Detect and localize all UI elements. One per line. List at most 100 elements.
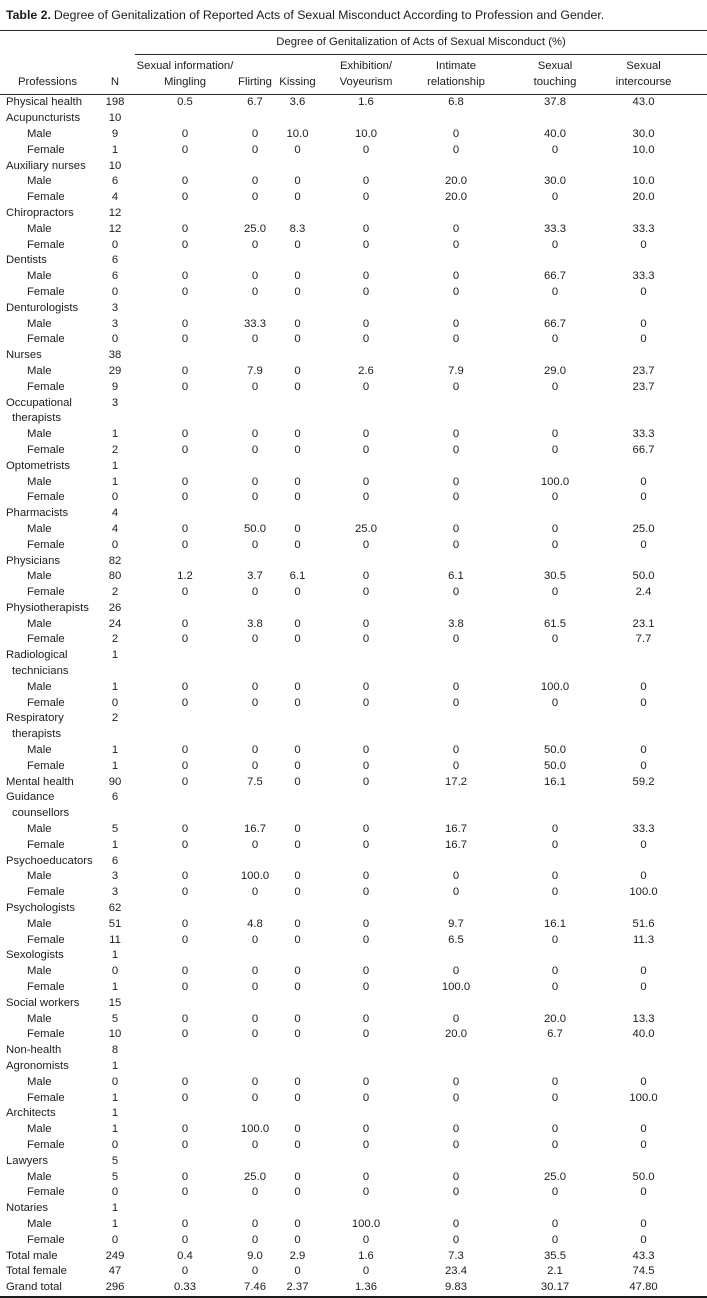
value-cell: 0: [251, 475, 259, 488]
value-cell: 0: [251, 696, 259, 709]
value-cell: 0: [362, 744, 370, 757]
value-cell: 0: [362, 759, 370, 772]
n-cell: 38: [108, 349, 122, 362]
profession-cell: Male: [27, 570, 52, 583]
value-cell: 0: [362, 633, 370, 646]
value-cell: 0: [294, 759, 301, 772]
table-row: Notaries 1: [0, 1201, 707, 1217]
value-cell: [412, 948, 500, 964]
n-cell: 11: [109, 933, 121, 946]
value-cell: 0: [294, 364, 301, 377]
profession-cell: Architects: [6, 1107, 56, 1120]
table-row: Female 0 0 0 0 0 0 0 0: [0, 1185, 707, 1201]
profession-cell: Female: [27, 981, 65, 994]
value-cell: 0: [251, 759, 259, 772]
value-cell: 0: [251, 744, 259, 757]
value-cell: 0: [181, 1265, 189, 1278]
profession-cell: Male: [27, 428, 52, 441]
value-cell: 0: [294, 775, 301, 788]
value-cell: 0: [362, 443, 370, 456]
value-cell: 0: [452, 1075, 460, 1088]
n-cell: 6: [111, 270, 119, 283]
value-cell: [275, 253, 320, 269]
value-cell: [320, 1201, 412, 1217]
value-cell: 0: [294, 981, 301, 994]
value-cell: [135, 601, 235, 617]
table-row: Agronomists 1: [0, 1059, 707, 1075]
value-cell: [610, 1154, 707, 1170]
value-cell: 20.0: [632, 191, 655, 204]
value-cell: 2.6: [358, 364, 374, 377]
n-cell: 51: [108, 917, 122, 930]
table-row: Female 0 0 0 0 0 0 0 0: [0, 696, 707, 712]
value-cell: 0: [362, 1233, 370, 1246]
table-row: Male 1 0 0 0 0 0 0 33.3: [0, 427, 707, 443]
value-cell: 33.3: [632, 823, 655, 836]
n-cell: 6: [111, 254, 119, 267]
value-cell: [610, 459, 707, 475]
profession-cell: Female: [27, 443, 65, 456]
value-cell: [275, 301, 320, 317]
value-cell: [275, 1059, 320, 1075]
value-cell: [135, 1201, 235, 1217]
value-cell: [275, 1201, 320, 1217]
value-cell: 0: [640, 965, 647, 978]
table-row: Acupuncturists 10: [0, 111, 707, 127]
table-row: Non-health 8: [0, 1043, 707, 1059]
n-cell: 0: [111, 965, 119, 978]
value-cell: 0: [362, 1028, 370, 1041]
value-cell: [235, 554, 275, 570]
value-cell: 35.5: [544, 1249, 566, 1262]
table-row: Female 1 0 0 0 0 0 0 10.0: [0, 143, 707, 159]
value-cell: 0: [551, 823, 559, 836]
value-cell: 11.3: [632, 933, 655, 946]
value-cell: 0: [551, 443, 559, 456]
value-cell: 0: [452, 744, 460, 757]
value-cell: 33.3: [244, 317, 266, 330]
n-cell: 5: [111, 823, 119, 836]
value-cell: [135, 1043, 235, 1059]
col-header-n: N: [95, 54, 135, 96]
n-cell: 6: [111, 175, 119, 188]
value-cell: 20.0: [445, 175, 467, 188]
value-cell: [320, 1043, 412, 1059]
profession-cell: Grand total: [6, 1281, 62, 1294]
value-cell: [610, 159, 707, 175]
table-row: Female 1 0 0 0 0 100.0 0 0: [0, 980, 707, 996]
value-cell: 2.9: [289, 1249, 306, 1262]
value-cell: [610, 1106, 707, 1122]
table-row: Radiological technicians 1: [0, 648, 707, 680]
value-cell: 6.7: [247, 96, 263, 109]
value-cell: 0: [251, 143, 259, 156]
n-cell: 1: [111, 1107, 119, 1120]
value-cell: [135, 948, 235, 964]
profession-cell: Male: [27, 522, 52, 535]
value-cell: 3.6: [289, 96, 306, 109]
value-cell: [235, 111, 275, 127]
value-cell: [275, 948, 320, 964]
value-cell: 100.0: [540, 475, 570, 488]
value-cell: [275, 554, 320, 570]
value-cell: 0: [294, 1233, 301, 1246]
value-cell: [275, 348, 320, 364]
value-cell: [235, 996, 275, 1012]
n-cell: 90: [108, 775, 122, 788]
value-cell: 0: [181, 333, 189, 346]
value-cell: [412, 790, 500, 822]
value-cell: [235, 159, 275, 175]
value-cell: 0: [640, 538, 647, 551]
value-cell: [500, 901, 610, 917]
value-cell: 0: [294, 917, 301, 930]
value-cell: [235, 396, 275, 428]
table-row: Male 1 0 0 0 100.0 0 0 0: [0, 1217, 707, 1233]
value-cell: [135, 901, 235, 917]
n-cell: 10: [108, 159, 122, 172]
table-row: Grand total 296 0.33 7.46 2.37 1.36 9.83…: [0, 1280, 707, 1297]
n-cell: 3: [111, 396, 119, 409]
n-cell: 12: [108, 222, 122, 235]
value-cell: [320, 790, 412, 822]
value-cell: 0: [181, 443, 189, 456]
value-cell: 0: [362, 917, 370, 930]
value-cell: [610, 948, 707, 964]
value-cell: 0: [551, 886, 559, 899]
